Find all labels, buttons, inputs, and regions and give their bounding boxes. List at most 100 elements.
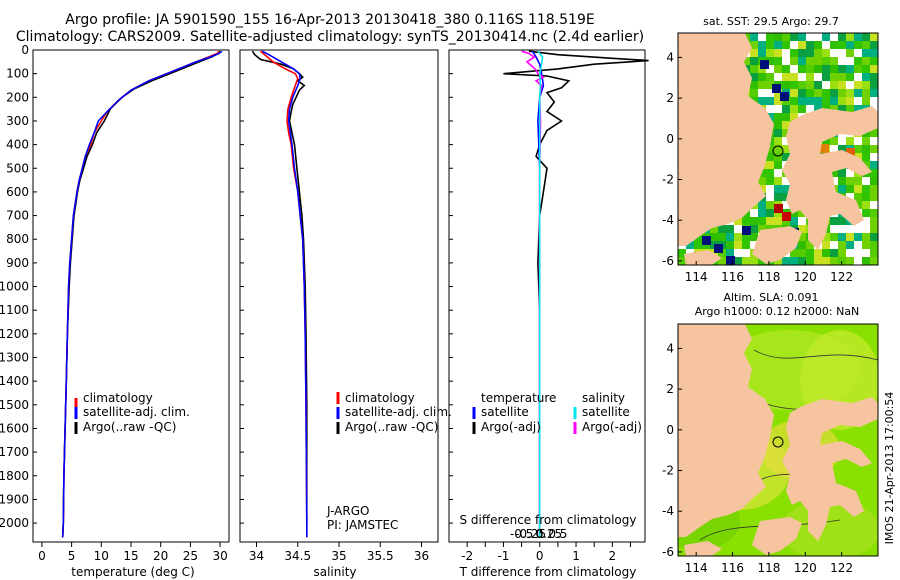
map-y-tick-label: -2 — [662, 464, 674, 478]
sst-cell — [862, 97, 870, 105]
sst-cell — [830, 33, 838, 41]
sst-cell — [774, 257, 782, 265]
sst-cell — [782, 137, 790, 145]
sst-cell — [734, 249, 742, 257]
x-tick-label: 36 — [414, 549, 429, 563]
sst-cell — [806, 41, 814, 49]
sst-cell — [774, 73, 782, 81]
sst-cell — [870, 81, 878, 89]
sst-cell — [838, 41, 846, 49]
sst-cell — [774, 145, 782, 153]
sst-cell — [846, 57, 854, 65]
sst-cell — [854, 145, 862, 153]
sst-cell — [870, 137, 878, 145]
legend-label-s-argo: Argo(-adj) — [582, 420, 642, 434]
sst-cell — [774, 49, 782, 57]
sst-cell — [830, 145, 838, 153]
sst-cell — [870, 225, 878, 233]
y-tick-label: 200 — [6, 90, 29, 104]
sst-cell — [766, 105, 774, 113]
sst-cell — [758, 177, 766, 185]
sst-cell — [830, 241, 838, 249]
sst-cell — [766, 33, 774, 41]
sst-cell — [838, 169, 846, 177]
series-line-s-satellite — [537, 50, 544, 538]
sst-cell — [870, 217, 878, 225]
land-mass — [678, 33, 878, 265]
y-tick-label: 1000 — [0, 280, 29, 294]
x-tick-label: -2 — [461, 549, 473, 563]
sst-cell — [838, 33, 846, 41]
sst-cell — [686, 241, 694, 249]
sst-cell — [830, 177, 838, 185]
sst-map-ticks: 114 116 118 120 122 4 2 0 -2 -4 -6 — [662, 50, 853, 284]
sst-cell — [782, 81, 790, 89]
sst-cell — [798, 73, 806, 81]
sst-cell — [838, 89, 846, 97]
sst-cell — [846, 73, 854, 81]
x-tick-label: 0 — [38, 549, 46, 563]
sst-cell — [862, 233, 870, 241]
sst-cell — [846, 33, 854, 41]
sst-cell — [758, 81, 766, 89]
sst-cell — [814, 257, 822, 265]
sst-cell — [838, 81, 846, 89]
sst-cell — [846, 41, 854, 49]
sst-cell — [766, 209, 774, 217]
sst-cell — [774, 177, 782, 185]
sst-cell — [830, 233, 838, 241]
series-line-climatology — [61, 50, 220, 538]
sst-cell — [846, 233, 854, 241]
sst-cell — [806, 89, 814, 97]
sst-cell — [854, 97, 862, 105]
sst-cell — [870, 33, 878, 41]
sla-map-frame — [677, 323, 879, 557]
y-tick-label: 300 — [6, 114, 29, 128]
map-x-tick-label: 114 — [685, 561, 708, 575]
sst-cell — [766, 97, 774, 105]
sst-cell — [838, 241, 846, 249]
sst-cell — [862, 65, 870, 73]
sst-cell — [854, 49, 862, 57]
sst-map-title: sat. SST: 29.5 Argo: 29.7 — [703, 15, 839, 28]
y-tick-label: 1900 — [0, 492, 29, 506]
temperature-panel: 0 5 10 15 20 25 300100200300400500600700800900… — [0, 43, 230, 579]
sst-cell — [870, 57, 878, 65]
sst-cell — [758, 169, 766, 177]
sst-cell — [758, 33, 766, 41]
sst-cell — [758, 89, 766, 97]
sst-cell — [862, 177, 870, 185]
imos-timestamp: IMOS 21-Apr-2013 17:00:54 — [883, 392, 896, 545]
sst-cell — [830, 97, 838, 105]
sst-cell — [798, 57, 806, 65]
sst-cell — [742, 241, 750, 249]
sst-cell — [798, 257, 806, 265]
sst-cell — [870, 153, 878, 161]
sst-cell — [774, 137, 782, 145]
salinity-legend: climatology satellite-adj. clim. Argo(..… — [336, 391, 452, 434]
sst-cell — [758, 209, 766, 217]
legend-label-satellite: satellite-adj. clim. — [83, 405, 190, 419]
sst-map: sat. SST: 29.5 Argo: 29.7 114 116 118 120 12… — [662, 15, 879, 284]
sst-cell — [870, 201, 878, 209]
sst-cell — [814, 65, 822, 73]
map-y-tick-label: -4 — [662, 504, 674, 518]
sst-cell — [846, 177, 854, 185]
land-mass — [678, 324, 878, 556]
legend-label-climatology: climatology — [345, 391, 415, 405]
x-tick-label: 10 — [94, 549, 109, 563]
sst-cell — [766, 177, 774, 185]
sst-cell — [790, 49, 798, 57]
sst-cell — [806, 257, 814, 265]
sst-cell — [806, 33, 814, 41]
sst-cell — [870, 249, 878, 257]
sst-cell — [822, 89, 830, 97]
map-x-tick-label: 122 — [830, 270, 853, 284]
sst-cell — [798, 241, 806, 249]
sla-map: Altim. SLA: 0.091 Argo h1000: 0.12 h2000… — [662, 291, 879, 575]
sst-cell — [718, 225, 726, 233]
legend-label-satellite: satellite-adj. clim. — [345, 405, 452, 419]
sst-cell — [838, 233, 846, 241]
sst-cell — [790, 97, 798, 105]
temperature-legend: climatology satellite-adj. clim. Argo(..… — [74, 391, 190, 434]
